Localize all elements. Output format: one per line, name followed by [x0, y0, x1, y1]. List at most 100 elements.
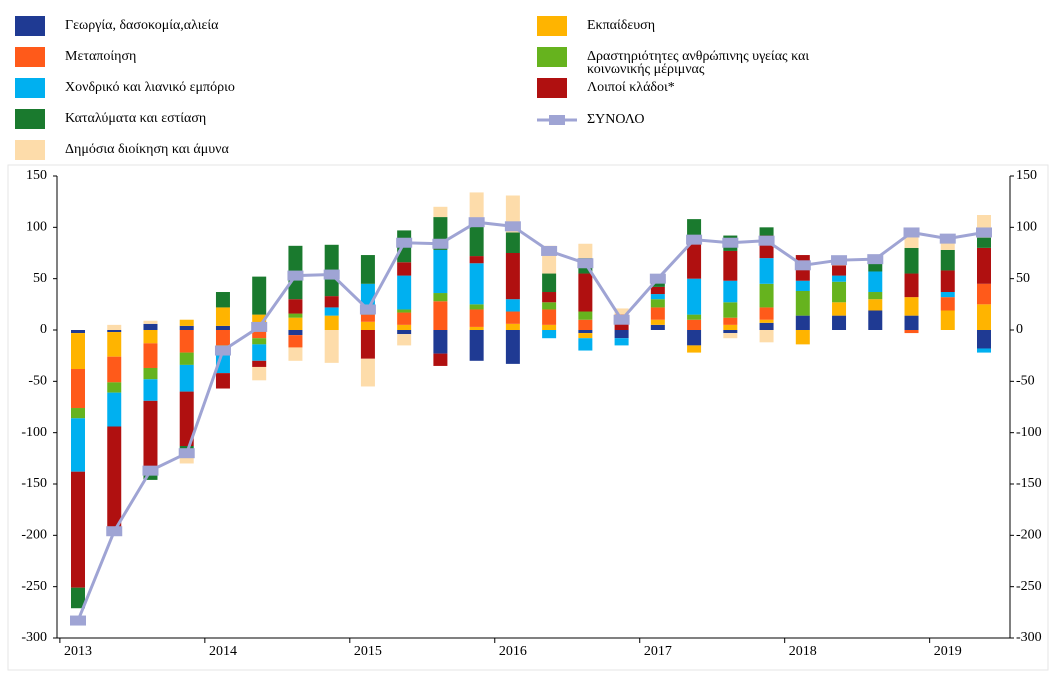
bar-segment — [143, 343, 158, 368]
bar-segment — [469, 226, 484, 257]
y-tick-label: 0 — [40, 322, 47, 337]
bar-segment — [687, 314, 702, 320]
bar-segment — [940, 270, 955, 293]
bar-segment — [505, 311, 520, 324]
bar-segment — [433, 206, 448, 218]
bar-segment — [723, 333, 738, 339]
bar-segment — [324, 307, 339, 316]
bar-segment — [687, 278, 702, 315]
bar-segment — [71, 418, 85, 472]
bar-segment — [107, 324, 122, 330]
bar-segment — [397, 324, 412, 330]
total-marker — [976, 227, 992, 238]
bar-segment — [179, 364, 194, 392]
bar-segment — [542, 309, 557, 325]
legend-label: Μεταποίηση — [65, 49, 137, 64]
x-tick-label: 2019 — [934, 644, 962, 659]
total-marker — [432, 238, 449, 249]
bar-segment — [650, 324, 665, 330]
bar-segment — [433, 293, 448, 302]
bar-segment — [759, 307, 774, 320]
total-marker — [468, 217, 485, 228]
bar-segment — [759, 319, 774, 323]
bar-segment — [832, 281, 847, 303]
bar-segment — [288, 299, 303, 314]
bar-segment — [469, 326, 484, 330]
bar-segment — [578, 333, 593, 339]
bar-segment — [904, 330, 919, 334]
total-marker — [722, 237, 739, 248]
legend-swatch — [537, 47, 567, 67]
bar-segment — [215, 330, 230, 346]
bar-segment — [723, 302, 738, 318]
y2-tick-label: -100 — [1016, 425, 1042, 440]
legend-label: Γεωργία, δασοκομία,αλιεία — [65, 18, 219, 33]
bar-segment — [832, 302, 847, 316]
bar-segment — [505, 232, 520, 253]
bar-segment — [542, 302, 557, 310]
legend-item: Μεταποίηση — [15, 47, 325, 67]
bar-segment — [723, 324, 738, 330]
total-marker — [142, 465, 159, 476]
y2-tick-label: -50 — [1016, 374, 1035, 389]
bar-segment — [687, 319, 702, 330]
legend-label: Δραστηριότητες ανθρώπινης υγείας και κοι… — [587, 49, 810, 77]
bar-segment — [650, 286, 665, 295]
bar-segment — [71, 408, 85, 419]
y2-tick-label: -300 — [1016, 630, 1042, 645]
bar-segment — [252, 344, 267, 361]
legend-swatch — [537, 16, 567, 36]
bar-segment — [578, 311, 593, 320]
y-tick-label: -50 — [28, 374, 47, 389]
bar-segment — [143, 400, 158, 474]
bar-segment — [288, 347, 303, 361]
total-marker — [396, 237, 413, 248]
total-marker — [287, 270, 304, 281]
y2-tick-label: 50 — [1016, 271, 1030, 286]
y2-tick-label: -250 — [1016, 579, 1042, 594]
bar-segment — [759, 227, 774, 236]
legend-label: Εκπαίδευση — [587, 18, 656, 33]
y-tick-label: -100 — [21, 425, 47, 440]
x-tick-label: 2015 — [354, 644, 382, 659]
bar-segment — [650, 307, 665, 320]
bar-segment — [904, 247, 919, 274]
bar-segment — [252, 360, 267, 367]
bar-segment — [469, 330, 484, 361]
bar-segment — [940, 292, 955, 298]
bar-segment — [650, 299, 665, 308]
total-marker — [323, 269, 340, 280]
bar-segment — [723, 280, 738, 303]
bar-segment — [215, 325, 230, 330]
bar-segment — [252, 276, 267, 315]
bar-segment — [650, 294, 665, 300]
bar-segment — [179, 391, 194, 447]
y2-tick-label: 100 — [1016, 220, 1037, 235]
x-tick-label: 2014 — [209, 644, 237, 659]
bar-segment — [107, 330, 122, 333]
bar-segment — [759, 258, 774, 284]
legend-label: Λοιποί κλάδοι* — [587, 80, 675, 95]
bar-segment — [397, 309, 412, 313]
bar-segment — [795, 330, 810, 345]
total-marker — [541, 245, 558, 256]
legend-swatch — [15, 16, 45, 36]
bar-segment — [542, 273, 557, 293]
bar-segment — [143, 320, 158, 324]
bar-segment — [360, 330, 375, 359]
total-marker — [613, 314, 630, 325]
x-tick-label: 2018 — [789, 644, 817, 659]
bar-segment — [215, 373, 230, 389]
bar-segment — [469, 256, 484, 264]
bar-segment — [469, 263, 484, 305]
bar-segment — [71, 333, 85, 370]
bar-segment — [868, 292, 883, 300]
bar-segment — [578, 338, 593, 351]
bar-segment — [107, 382, 122, 393]
x-tick-label: 2016 — [499, 644, 527, 659]
bar-segment — [904, 297, 919, 316]
total-marker — [867, 254, 884, 265]
bar-segment — [71, 369, 85, 409]
